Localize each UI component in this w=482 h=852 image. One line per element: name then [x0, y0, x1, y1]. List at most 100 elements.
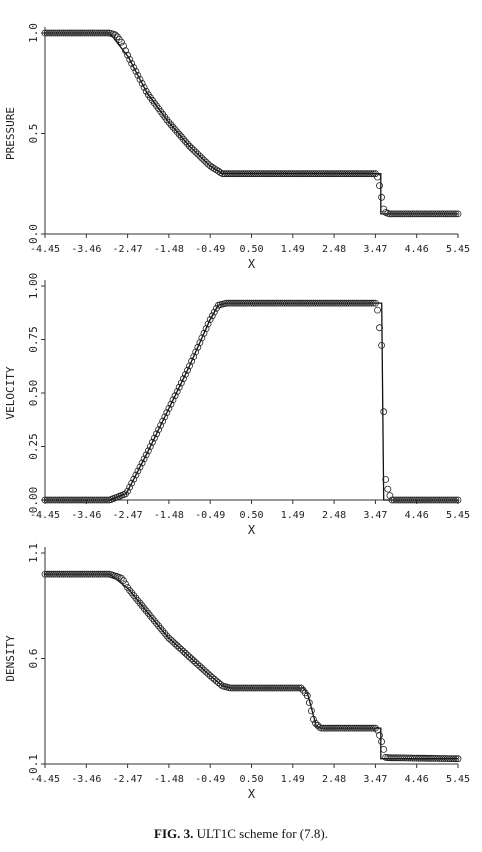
data-point — [179, 647, 187, 655]
data-point — [212, 677, 220, 685]
data-point — [181, 371, 189, 378]
data-point — [376, 324, 383, 332]
y-tick-label: 0.5 — [27, 124, 40, 144]
data-point — [378, 341, 386, 349]
data-point — [136, 76, 144, 83]
chart-panel-velocity: 0.00 0.25 0.50 0.75 1.00 VELOCITY -4.45 -3.46 -2… — [4, 273, 470, 537]
data-point — [111, 31, 119, 39]
data-point — [454, 755, 462, 763]
x-tick-label: 2.48 — [322, 774, 346, 785]
data-point — [169, 123, 177, 131]
x-tick-label: -1.48 — [154, 510, 184, 521]
data-point — [126, 56, 134, 63]
data-point — [153, 430, 160, 438]
data-point — [215, 679, 222, 687]
data-point — [369, 170, 377, 178]
y-tick-label: 0.1 — [27, 754, 40, 774]
caption-text: ULT1C scheme for (7.8). — [196, 826, 328, 841]
data-point — [159, 417, 167, 425]
x-tick-label: -0.49 — [195, 244, 225, 255]
data-point — [157, 421, 165, 429]
x-tick-label: 4.46 — [405, 244, 429, 255]
data-point — [153, 620, 160, 627]
data-point — [217, 681, 224, 688]
data-point — [173, 388, 181, 395]
data-point — [196, 152, 204, 160]
data-point — [200, 329, 208, 337]
data-point — [169, 638, 177, 646]
y-tick-label: 0.50 — [27, 380, 40, 407]
x-tick-label: 5.45 — [446, 774, 470, 785]
data-point — [177, 646, 185, 653]
data-point — [200, 666, 208, 674]
data-point — [200, 156, 208, 164]
x-tick-label: -3.46 — [71, 774, 101, 785]
data-point — [378, 193, 386, 201]
y-tick-label: 0.75 — [27, 326, 40, 353]
data-point — [194, 150, 202, 158]
data-point — [295, 684, 303, 692]
data-point — [454, 210, 462, 218]
data-point — [192, 348, 200, 356]
data-point — [186, 653, 193, 661]
x-tick-label: 3.47 — [363, 510, 387, 521]
data-point — [380, 408, 388, 416]
x-tick-label: 1.49 — [281, 510, 305, 521]
data-point — [384, 485, 392, 493]
data-point — [169, 396, 177, 404]
x-axis-label: X — [248, 523, 256, 537]
data-point — [134, 72, 142, 79]
data-point — [179, 375, 187, 383]
data-point — [371, 170, 379, 178]
data-point — [202, 158, 210, 166]
data-point — [369, 299, 377, 307]
data-point — [190, 657, 198, 665]
data-point — [177, 133, 185, 141]
data-point — [186, 142, 193, 150]
data-point — [138, 80, 146, 87]
x-tick-label: -0.49 — [195, 510, 225, 521]
x-tick-label: 2.48 — [322, 244, 346, 255]
data-point — [165, 119, 173, 126]
data-point — [138, 459, 146, 467]
data-point — [210, 308, 218, 316]
y-axis-label: DENSITY — [4, 635, 17, 682]
y-axis-label: VELOCITY — [4, 366, 17, 419]
x-tick-label: 1.49 — [281, 244, 305, 255]
data-point — [124, 487, 131, 495]
data-point — [140, 604, 148, 612]
data-point — [303, 692, 311, 700]
data-point — [450, 496, 458, 504]
data-point — [378, 738, 386, 745]
data-point — [202, 668, 210, 676]
x-tick-label: 3.47 — [363, 244, 387, 255]
y-tick-label: 0.0 — [27, 224, 40, 244]
data-point — [208, 312, 216, 320]
x-tick-label: -2.47 — [113, 244, 143, 255]
data-point — [136, 463, 144, 471]
x-tick-label: 5.45 — [446, 244, 470, 255]
x-tick-label: 0.50 — [239, 774, 263, 785]
data-point — [175, 130, 183, 138]
data-point — [376, 732, 383, 739]
y-tick-label: 1.00 — [27, 273, 40, 300]
x-axis-label: X — [248, 257, 256, 271]
exact-solution-line — [45, 32, 458, 215]
x-tick-label: -3.46 — [71, 510, 101, 521]
data-point — [173, 128, 181, 136]
data-point — [150, 617, 158, 625]
data-point — [188, 655, 196, 663]
data-point — [128, 479, 136, 487]
x-tick-label: -2.47 — [113, 774, 143, 785]
x-tick-label: -2.47 — [113, 510, 143, 521]
data-point — [454, 496, 462, 504]
x-tick-label: 4.46 — [405, 510, 429, 521]
data-point — [136, 599, 144, 607]
data-point — [371, 724, 379, 732]
data-point — [382, 476, 390, 483]
x-tick-label: -4.45 — [30, 774, 60, 785]
data-point — [210, 675, 218, 683]
caption-label: FIG. 3. — [154, 826, 194, 841]
y-tick-label: 1.0 — [27, 23, 40, 43]
